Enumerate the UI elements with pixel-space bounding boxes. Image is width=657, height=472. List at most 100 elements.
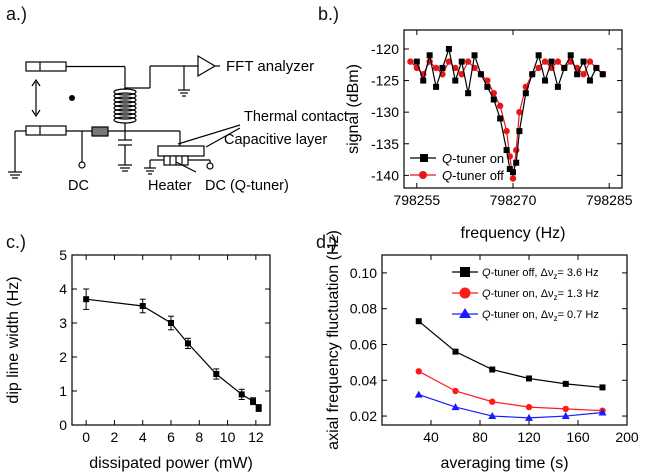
x-tick-label: 0 (82, 429, 90, 445)
thermal-contact-label: Thermal contact (244, 109, 348, 125)
data-point (599, 71, 606, 78)
series-line (418, 394, 603, 419)
data-point (529, 71, 536, 78)
capacitive-layer (157, 145, 205, 157)
data-point (497, 115, 504, 122)
legend-label: Q-tuner on, Δνz= 1.3 Hz (482, 288, 599, 302)
y-tick-label: 0.02 (350, 408, 377, 424)
data-point (525, 413, 533, 421)
data-point (255, 405, 262, 411)
data-point (599, 384, 606, 391)
data-point (593, 64, 600, 71)
chart-b: 798255 798270 798285 -120 -125 -130 -135 -140 fr… (345, 29, 633, 242)
data-point (484, 77, 491, 84)
data-point (574, 71, 581, 78)
panel-d-label: d.) (316, 232, 338, 252)
data-point (489, 398, 496, 405)
data-point (477, 71, 484, 78)
legend-label: Q-tuner off, Δνz= 3.6 Hz (482, 267, 599, 281)
legend-label: Q-tuner off (442, 168, 504, 183)
y-tick-label: -130 (371, 104, 399, 120)
x-tick-label: 10 (220, 429, 236, 445)
data-point (415, 368, 422, 375)
y-axis-label: signal (dBm) (345, 64, 362, 154)
data-point (525, 403, 533, 411)
data-point (488, 412, 497, 420)
data-point (580, 71, 587, 78)
data-point (490, 90, 497, 97)
y-tick-label: -140 (371, 167, 399, 183)
data-point (562, 380, 569, 387)
x-axis-label: frequency (Hz) (461, 225, 566, 242)
x-axis-label: averaging time (s) (440, 455, 568, 472)
circuit-schematic (8, 54, 241, 179)
panel-b-label: b.) (318, 4, 340, 24)
y-tick-label: -120 (371, 41, 399, 57)
legend-marker (419, 171, 427, 179)
data-point (83, 296, 90, 303)
y-tick-label: 3 (59, 315, 67, 331)
x-axis-label: dissipated power (mW) (89, 455, 253, 472)
data-point (445, 58, 453, 65)
dc-left-label: DC (68, 178, 89, 194)
y-tick-label: -135 (371, 136, 399, 152)
data-point (509, 175, 517, 182)
y-axis-label: axial frequency fluctuation (Hz) (325, 230, 342, 450)
data-point (452, 387, 459, 395)
x-tick-label: 6 (167, 429, 175, 445)
y-tick-label: 0 (59, 417, 67, 433)
data-point (413, 58, 420, 65)
series-line (418, 370, 603, 412)
data-point (580, 58, 587, 65)
data-point (503, 147, 510, 154)
dc-qtuner-label: DC (Q-tuner) (205, 178, 289, 194)
data-point (516, 128, 523, 135)
x-tick-label: 4 (139, 429, 147, 445)
data-point (586, 77, 593, 84)
data-point (458, 71, 465, 78)
data-point (586, 58, 594, 65)
plot-frame (403, 29, 623, 189)
data-point (561, 412, 570, 420)
x-tick-label: 160 (566, 429, 590, 445)
x-tick-label: 8 (195, 429, 203, 445)
data-point (407, 58, 414, 65)
y-tick-label: 4 (59, 281, 67, 297)
data-point (484, 83, 491, 90)
x-tick-label: 120 (517, 429, 541, 445)
y-tick-label: -125 (371, 73, 399, 89)
x-tick-label: 80 (472, 429, 488, 445)
y-axis-label: dip line width (Hz) (5, 276, 22, 403)
data-point (213, 371, 220, 377)
data-point (489, 366, 496, 373)
data-point (510, 169, 516, 176)
legend-marker (420, 154, 428, 162)
data-point (452, 348, 459, 355)
data-point (465, 90, 472, 97)
data-point (452, 64, 459, 72)
data-point (542, 77, 549, 84)
y-tick-label: 5 (59, 247, 67, 263)
data-point (567, 52, 574, 59)
data-point (513, 159, 520, 166)
fft-analyzer-label: FFT analyzer (226, 58, 314, 75)
data-point (168, 320, 174, 326)
data-point (513, 146, 520, 154)
x-tick-label: 798255 (393, 192, 440, 208)
data-point (541, 58, 549, 65)
data-point (490, 96, 497, 103)
x-tick-label: 798270 (490, 192, 537, 208)
legend-label: Q-tuner on, Δνz= 0.7 Hz (482, 309, 599, 323)
panel-a-label: a.) (6, 4, 28, 24)
data-point (415, 318, 422, 325)
y-tick-label: 2 (59, 349, 67, 365)
data-point (439, 64, 446, 71)
y-tick-label: 0.06 (350, 336, 377, 352)
ion-dot (69, 95, 75, 101)
data-point (420, 77, 427, 84)
data-point (496, 102, 504, 110)
data-point (250, 398, 257, 405)
data-point (433, 83, 440, 90)
data-point (562, 405, 569, 413)
